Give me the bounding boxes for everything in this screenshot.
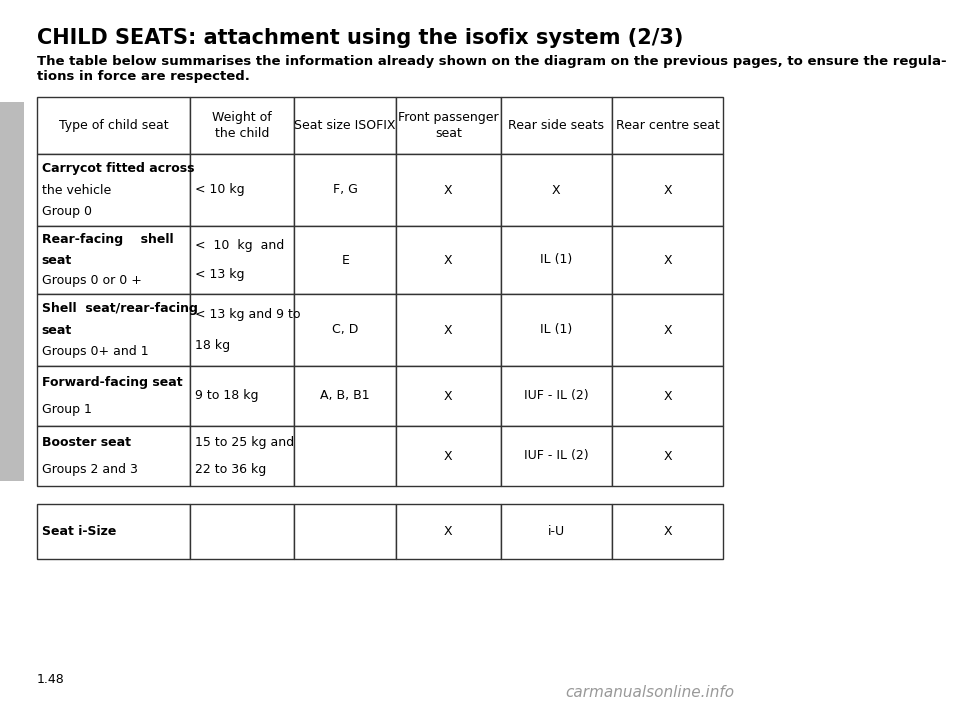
Bar (190, 154, 295, 226)
Text: 22 to 36 kg: 22 to 36 kg (195, 462, 266, 476)
Text: Groups 2 and 3: Groups 2 and 3 (42, 462, 137, 476)
Text: 1.48: 1.48 (37, 673, 65, 686)
Text: carmanualsonline.info: carmanualsonline.info (565, 685, 734, 700)
Text: The table below summarises the information already shown on the diagram on the p: The table below summarises the informati… (37, 55, 947, 68)
Bar (190, 226, 295, 294)
Text: CHILD SEATS: attachment using the isofix system (2/3): CHILD SEATS: attachment using the isofix… (37, 28, 684, 48)
Bar (295, 97, 396, 154)
Text: Group 1: Group 1 (42, 403, 92, 415)
Bar (396, 366, 500, 426)
Bar (295, 426, 396, 486)
Text: Carrycot fitted across: Carrycot fitted across (42, 162, 194, 175)
Text: Rear centre seat: Rear centre seat (615, 119, 720, 132)
Text: 15 to 25 kg and: 15 to 25 kg and (195, 437, 294, 449)
Bar (0, 102, 24, 481)
Bar (295, 504, 396, 559)
Text: Weight of
the child: Weight of the child (212, 111, 272, 140)
Bar (190, 504, 295, 559)
Text: < 13 kg and 9 to: < 13 kg and 9 to (195, 308, 300, 321)
Text: seat: seat (42, 253, 72, 266)
Text: Type of child seat: Type of child seat (59, 119, 168, 132)
Bar (612, 294, 724, 366)
Bar (37, 426, 190, 486)
Text: X: X (663, 390, 672, 403)
Bar (500, 97, 612, 154)
Text: Booster seat: Booster seat (42, 437, 131, 449)
Text: Group 0: Group 0 (42, 205, 92, 218)
Text: C, D: C, D (332, 324, 358, 337)
Bar (295, 294, 396, 366)
Bar (612, 154, 724, 226)
Text: Forward-facing seat: Forward-facing seat (42, 376, 182, 390)
Bar (396, 154, 500, 226)
Bar (37, 97, 190, 154)
Bar (37, 154, 190, 226)
Bar (612, 226, 724, 294)
Bar (396, 504, 500, 559)
Bar (37, 226, 190, 294)
Text: Front passenger
seat: Front passenger seat (398, 111, 498, 140)
Text: IL (1): IL (1) (540, 324, 572, 337)
Text: <  10  kg  and: < 10 kg and (195, 239, 284, 252)
Bar (500, 366, 612, 426)
Text: X: X (444, 525, 453, 538)
Bar (37, 504, 190, 559)
Text: X: X (663, 253, 672, 266)
Bar (500, 154, 612, 226)
Bar (37, 366, 190, 426)
Text: E: E (341, 253, 349, 266)
Bar (612, 97, 724, 154)
Text: IL (1): IL (1) (540, 253, 572, 266)
Text: 18 kg: 18 kg (195, 339, 229, 352)
Bar (37, 294, 190, 366)
Bar (612, 504, 724, 559)
Bar (396, 294, 500, 366)
Bar (190, 366, 295, 426)
Text: X: X (663, 183, 672, 197)
Text: A, B, B1: A, B, B1 (321, 390, 370, 403)
Bar (295, 154, 396, 226)
Bar (612, 366, 724, 426)
Bar (612, 426, 724, 486)
Text: X: X (444, 390, 453, 403)
Bar (500, 294, 612, 366)
Bar (190, 97, 295, 154)
Text: Seat i-Size: Seat i-Size (42, 525, 116, 538)
Text: Rear side seats: Rear side seats (508, 119, 604, 132)
Bar (500, 504, 612, 559)
Text: IUF - IL (2): IUF - IL (2) (524, 449, 588, 462)
Text: X: X (444, 324, 453, 337)
Text: Shell  seat/rear-facing: Shell seat/rear-facing (42, 302, 198, 315)
Text: Seat size ISOFIX: Seat size ISOFIX (295, 119, 396, 132)
Bar (295, 366, 396, 426)
Bar (500, 226, 612, 294)
Text: < 10 kg: < 10 kg (195, 183, 244, 197)
Text: X: X (444, 183, 453, 197)
Text: tions in force are respected.: tions in force are respected. (37, 70, 250, 83)
Bar (396, 97, 500, 154)
Text: Rear-facing    shell: Rear-facing shell (42, 233, 174, 246)
Bar (396, 226, 500, 294)
Bar (500, 426, 612, 486)
Text: IUF - IL (2): IUF - IL (2) (524, 390, 588, 403)
Text: 9 to 18 kg: 9 to 18 kg (195, 390, 258, 403)
Text: X: X (663, 324, 672, 337)
Text: the vehicle: the vehicle (42, 183, 111, 197)
Text: X: X (663, 449, 672, 462)
Text: F, G: F, G (333, 183, 358, 197)
Text: X: X (444, 253, 453, 266)
Text: i-U: i-U (548, 525, 564, 538)
Bar (396, 426, 500, 486)
Text: X: X (552, 183, 561, 197)
Text: Groups 0 or 0 +: Groups 0 or 0 + (42, 274, 142, 287)
Text: Groups 0+ and 1: Groups 0+ and 1 (42, 345, 149, 359)
Text: X: X (444, 449, 453, 462)
Bar (190, 294, 295, 366)
Text: X: X (663, 525, 672, 538)
Bar (295, 226, 396, 294)
Bar (190, 426, 295, 486)
Text: < 13 kg: < 13 kg (195, 268, 244, 281)
Text: seat: seat (42, 324, 72, 337)
